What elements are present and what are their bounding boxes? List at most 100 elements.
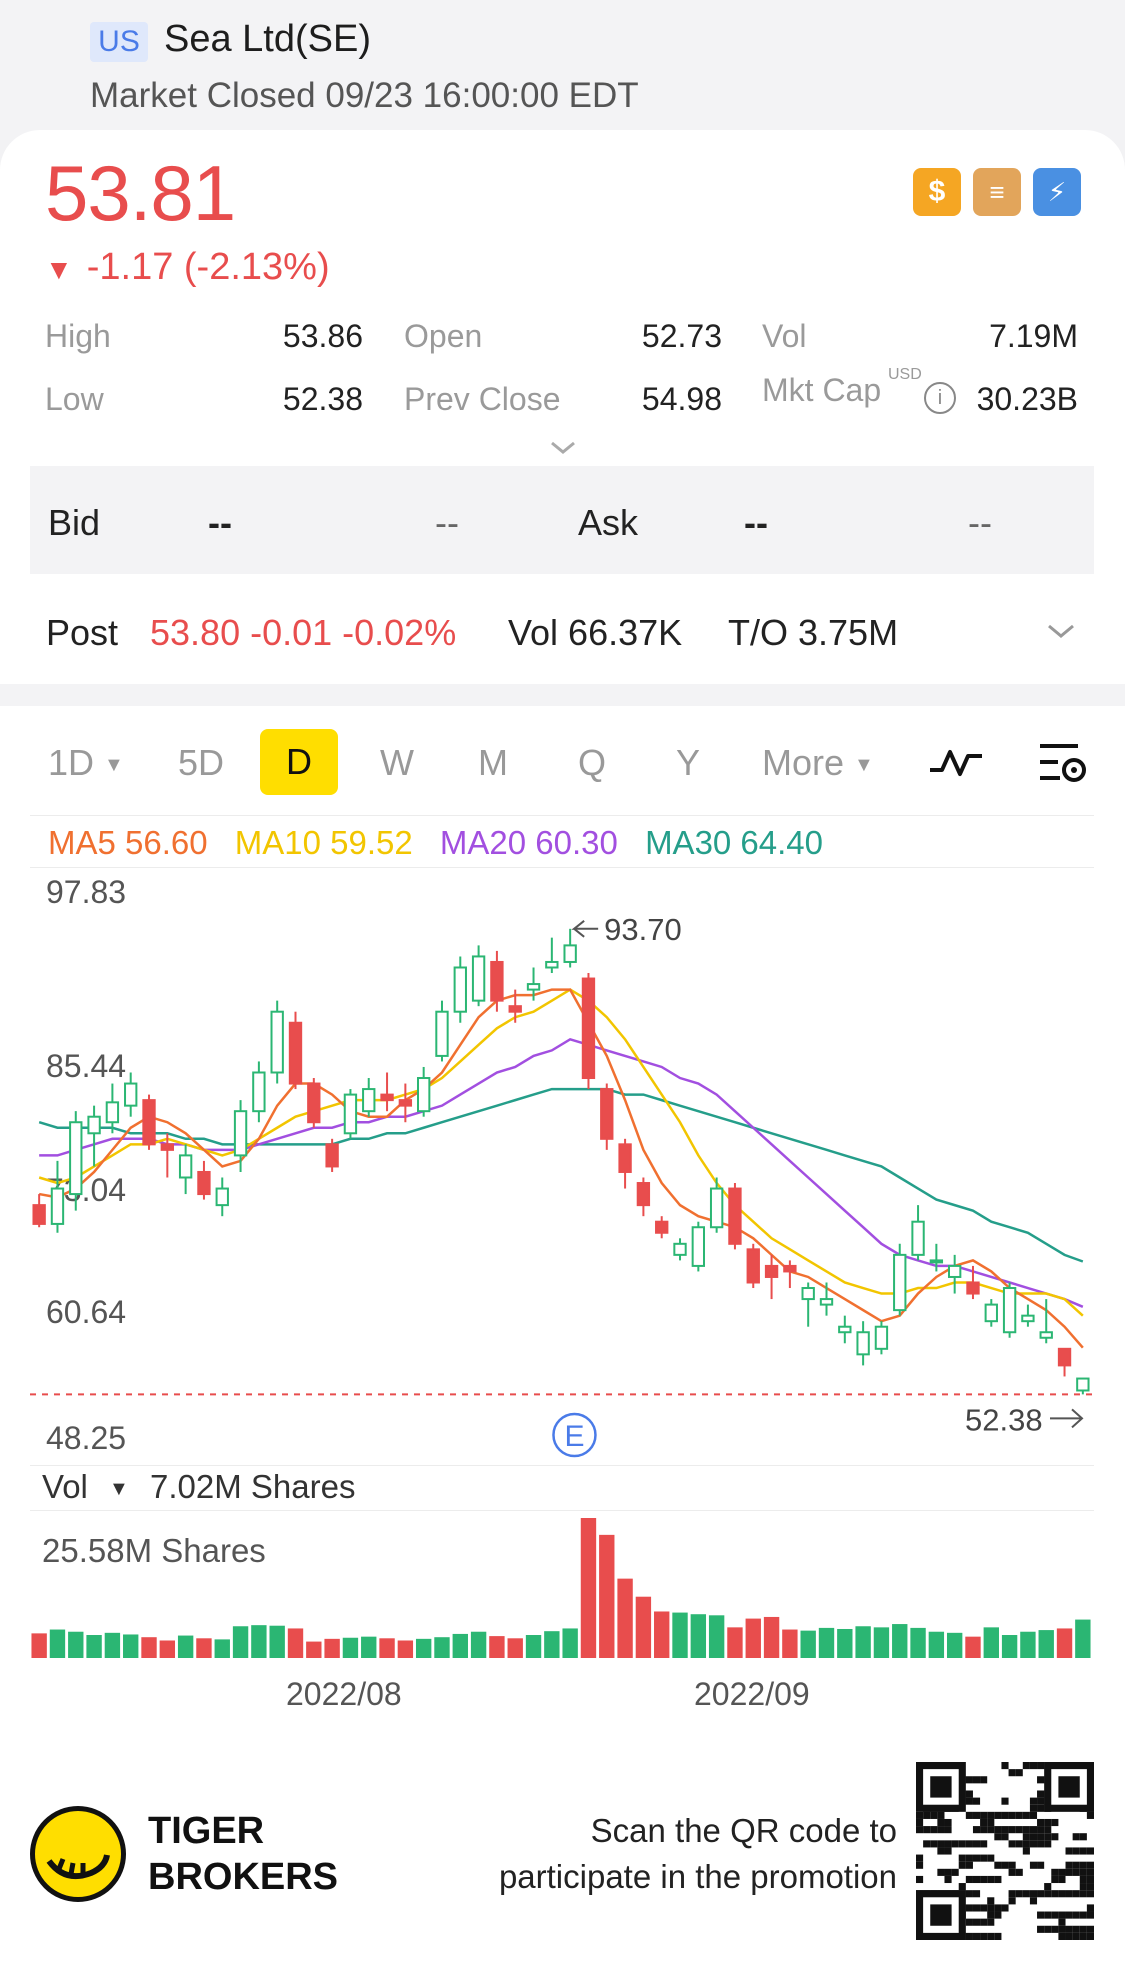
qr-module: [1029, 1826, 1038, 1834]
qr-code[interactable]: [916, 1762, 1094, 1940]
chart-settings-icon[interactable]: [1038, 740, 1088, 786]
qr-module: [987, 1826, 995, 1834]
candle-body: [581, 977, 596, 1080]
qr-module: [965, 1854, 973, 1862]
tab-m[interactable]: M: [478, 742, 508, 783]
qr-module: [1037, 1861, 1045, 1869]
volume-chart[interactable]: [0, 1510, 1125, 1660]
candle-body: [1039, 1331, 1053, 1339]
candle-body: [1076, 1377, 1090, 1392]
qr-module: [1015, 1890, 1023, 1898]
qr-module: [1015, 1769, 1023, 1777]
qr-module: [1051, 1818, 1059, 1827]
qr-module: [937, 1811, 945, 1819]
tab-d[interactable]: D: [260, 729, 338, 795]
qr-module: [1051, 1875, 1059, 1884]
stat-mkt-cap: Mkt Cap USD i 30.23B: [762, 366, 1078, 417]
qr-module: [1086, 1868, 1094, 1876]
volume-bar: [1038, 1630, 1054, 1658]
qr-module: [1051, 1890, 1059, 1898]
volume-bar: [855, 1626, 871, 1658]
chart-panel: [0, 706, 1125, 1716]
stack-icon[interactable]: ≡: [973, 168, 1021, 216]
down-triangle-icon: ▼: [45, 254, 73, 285]
qr-module: [1044, 1840, 1052, 1848]
candle-body: [490, 960, 504, 1002]
qr-module: [1058, 1875, 1066, 1884]
promo-line-1: Scan the QR code to: [590, 1812, 897, 1849]
indicator-icon[interactable]: [928, 742, 984, 782]
candle-body: [984, 1303, 998, 1323]
qr-module: [987, 1818, 995, 1827]
qr-module: [1065, 1911, 1073, 1919]
tab-q[interactable]: Q: [578, 742, 607, 783]
volume-bar: [86, 1635, 102, 1658]
chevron-down-icon[interactable]: [1046, 620, 1076, 642]
qr-module: [972, 1797, 981, 1805]
caret-down-icon: ▼: [109, 1477, 129, 1500]
market-badge: US: [90, 22, 148, 62]
qr-module: [1058, 1868, 1066, 1876]
flash-icon[interactable]: ⚡: [1033, 168, 1081, 216]
qr-module: [923, 1811, 931, 1819]
volume-bar: [177, 1635, 194, 1658]
dollar-icon[interactable]: $: [913, 168, 961, 216]
tab-w[interactable]: W: [380, 742, 414, 783]
volume-header[interactable]: Vol ▼ 7.02M Shares: [42, 1468, 355, 1506]
tab-1d[interactable]: 1D ▼: [48, 742, 124, 784]
candle-body: [746, 1248, 760, 1284]
price-change-value: -1.17 (-2.13%): [86, 246, 330, 288]
qr-module: [994, 1833, 1002, 1841]
qr-module: [972, 1776, 981, 1784]
qr-module: [1022, 1826, 1030, 1834]
volume-bar: [910, 1627, 926, 1658]
qr-module: [1037, 1890, 1045, 1898]
candle-body: [288, 1021, 303, 1085]
candle-body: [380, 1093, 394, 1102]
ma-legend: MA5 56.60 MA10 59.52 MA20 60.30 MA30 64.…: [48, 824, 841, 862]
qr-module: [965, 1811, 973, 1819]
candle-body: [636, 1182, 651, 1207]
volume-bar: [68, 1631, 84, 1658]
qr-module: [1008, 1811, 1016, 1819]
volume-bar: [1020, 1631, 1036, 1658]
candle-body: [801, 1287, 815, 1301]
qr-module: [1037, 1776, 1045, 1784]
qr-module: [1037, 1804, 1045, 1812]
volume-bar: [617, 1578, 633, 1658]
volume-bar: [892, 1624, 908, 1658]
qr-module: [1001, 1904, 1009, 1912]
tab-more[interactable]: More ▼: [762, 742, 874, 784]
qr-module: [994, 1911, 1002, 1919]
qr-module: [930, 1904, 952, 1926]
stat-low: Low 52.38: [45, 381, 363, 418]
qr-module: [965, 1776, 973, 1784]
qr-module: [1029, 1840, 1038, 1848]
tab-5d[interactable]: 5D: [178, 742, 225, 783]
price-chart[interactable]: 93.70 52.38 E: [0, 870, 1125, 1460]
chevron-down-icon[interactable]: [548, 435, 578, 459]
stat-vol-label: Vol: [762, 318, 807, 354]
qr-module: [1072, 1932, 1080, 1940]
volume-bar: [837, 1628, 853, 1658]
qr-module: [965, 1890, 973, 1898]
volume-bar: [525, 1635, 542, 1658]
post-market-row[interactable]: Post 53.80 -0.01 -0.02% Vol 66.37K T/O 3…: [0, 574, 1125, 682]
qr-module: [1037, 1818, 1045, 1827]
stat-prev-close: Prev Close 54.98: [404, 381, 722, 418]
qr-module: [1058, 1932, 1066, 1940]
tab-y[interactable]: Y: [676, 742, 701, 783]
qr-module: [1015, 1826, 1023, 1834]
qr-module: [980, 1840, 988, 1848]
qr-module: [1065, 1861, 1073, 1869]
qr-module: [1044, 1890, 1052, 1898]
candle-body: [398, 1099, 413, 1107]
ma20-line: [39, 1037, 1084, 1308]
qr-module: [930, 1840, 938, 1848]
volume-bar: [690, 1614, 707, 1658]
candle-body: [142, 1099, 156, 1146]
qr-module: [1086, 1847, 1094, 1855]
low-price-marker: 52.38: [965, 1402, 1043, 1437]
info-icon[interactable]: i: [924, 382, 956, 414]
qr-module: [972, 1826, 981, 1834]
